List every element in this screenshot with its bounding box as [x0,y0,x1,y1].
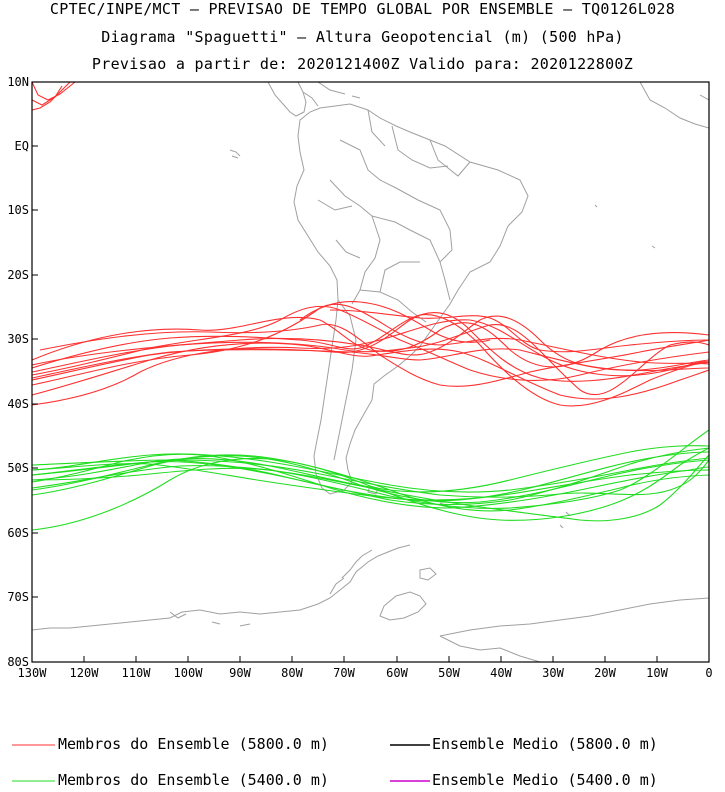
longitude-labels: 130W 120W 110W 100W 90W 80W 70W 60W 50W … [18,666,713,680]
red-ensemble-members [32,82,709,407]
green-member-line [32,453,709,509]
green-member-line [32,454,709,522]
lat-label: 10S [7,203,29,217]
legend-green-label: Membros do Ensemble (5400.0 m) [58,771,329,789]
red-member-line [32,303,709,386]
lon-label: 90W [229,666,251,680]
green-member-line [32,455,709,504]
lat-label: 10N [7,75,29,89]
red-member-line [39,323,709,387]
legend-swatches [12,744,430,782]
lat-label: 30S [7,332,29,346]
lat-label: 70S [7,590,29,604]
green-member-line [32,459,709,498]
lat-label: 50S [7,461,29,475]
red-member-line [299,301,491,343]
lon-label: 40W [490,666,512,680]
red-member-line [32,348,709,379]
legend-red-label: Membros do Ensemble (5800.0 m) [58,735,329,753]
green-member-line [32,463,709,501]
latitude-ticks [32,81,38,663]
lon-label: 30W [542,666,564,680]
red-member-line [32,312,709,382]
lat-label: 80S [7,655,29,669]
green-member-line [32,429,709,509]
title-line-3: Previsao a partir de: 2020121400Z Valido… [91,55,634,73]
green-member-line [32,453,709,493]
lon-label: 110W [122,666,152,680]
longitude-ticks [31,656,710,662]
latitude-labels: 10N EQ 10S 20S 30S 40S 50S 60S 70S 80S [7,75,29,669]
legend-black-label: Ensemble Medio (5800.0 m) [432,735,658,753]
lon-label: 120W [70,666,100,680]
green-member-line [32,454,709,512]
lon-label: 0 [705,666,712,680]
lat-label: 20S [7,268,29,282]
lon-label: 70W [333,666,355,680]
lon-label: 50W [438,666,460,680]
map-frame [31,81,710,663]
red-member-line [32,315,709,372]
lat-label: 60S [7,526,29,540]
lat-label: EQ [15,139,29,153]
red-member-line [32,85,63,106]
title-line-2: Diagrama "Spaguetti" — Altura Geopotenci… [101,28,624,46]
red-member-line [32,319,709,406]
title-line-1: CPTEC/INPE/MCT — PREVISAO DE TEMPO GLOBA… [49,0,676,18]
lon-label: 60W [386,666,408,680]
lon-label: 100W [174,666,204,680]
lon-label: 10W [646,666,668,680]
lon-label: 130W [18,666,48,680]
green-ensemble-members [32,429,709,531]
lon-label: 80W [281,666,303,680]
green-member-line [32,447,709,531]
red-member-line [329,309,709,353]
legend-magenta-label: Ensemble Medio (5400.0 m) [432,771,658,789]
coastlines [32,82,709,662]
lon-label: 20W [594,666,616,680]
lat-label: 40S [7,397,29,411]
red-member-line [32,82,71,111]
